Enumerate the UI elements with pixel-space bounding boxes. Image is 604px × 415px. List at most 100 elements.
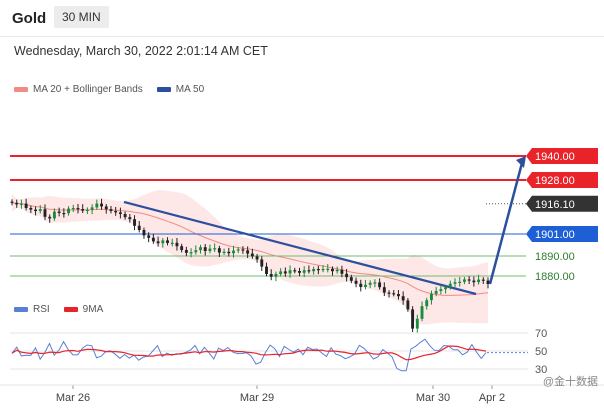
legend-swatch-ma20 [14, 87, 28, 92]
candle [85, 207, 89, 214]
candle-body [453, 282, 457, 284]
legend-item-9ma: 9MA [63, 304, 103, 315]
candle [227, 247, 231, 257]
candle [15, 199, 19, 208]
candle [142, 227, 146, 239]
candle [349, 274, 353, 284]
candle-body [331, 268, 334, 272]
candle [382, 282, 386, 296]
candle [137, 221, 141, 233]
candle-body [222, 251, 226, 253]
candle-body [354, 280, 358, 284]
level-label-1890.00: 1890.00 [535, 251, 575, 263]
candle [67, 206, 71, 216]
candle-body [123, 214, 127, 218]
candle [128, 214, 132, 223]
candle-body [434, 291, 438, 294]
candle [439, 284, 443, 295]
candle-body [429, 293, 433, 301]
candle [104, 204, 108, 214]
candle-body [203, 247, 207, 251]
rsi-tick-label: 70 [535, 328, 547, 340]
candle-body [95, 203, 99, 208]
candle-body [208, 248, 212, 251]
candle-body [71, 208, 75, 210]
candle [166, 237, 169, 246]
candle-body [109, 209, 113, 211]
candle-body [76, 208, 80, 210]
candle [477, 274, 481, 285]
candle-body [43, 209, 47, 217]
candle-body [199, 247, 202, 251]
candle-body [340, 269, 344, 274]
candle [222, 248, 226, 255]
candle-body [406, 300, 410, 310]
candle [57, 207, 61, 217]
candle [364, 280, 367, 290]
candle-body [425, 300, 429, 307]
top-bar: Gold 30 MIN [0, 0, 604, 37]
candle-body [255, 256, 259, 260]
candle-body [321, 269, 325, 271]
candle-body [133, 219, 136, 226]
candle-body [217, 248, 221, 253]
candle-body [118, 212, 122, 214]
candle-body [486, 280, 490, 284]
legend-label-ma20: MA 20 + Bollinger Bands [33, 84, 143, 95]
candle-body [298, 271, 301, 273]
legend-item-rsi: RSI [14, 304, 50, 315]
candle [462, 277, 466, 285]
candle-body [104, 206, 108, 210]
candle [255, 254, 259, 263]
candle [340, 265, 344, 278]
ma50-line [123, 200, 477, 296]
candle [123, 211, 127, 220]
candle-body [85, 209, 89, 211]
candle-body [349, 277, 353, 281]
candle-body [265, 266, 268, 274]
candle-body [477, 279, 481, 283]
x-tick-label: Mar 30 [416, 392, 450, 404]
candle-body [161, 240, 165, 244]
candle-body [420, 306, 424, 319]
candle [458, 277, 462, 287]
candle [90, 204, 94, 215]
candle-body [232, 250, 235, 254]
candle [335, 266, 339, 274]
candle [203, 244, 207, 256]
candle-body [283, 271, 287, 274]
candle [232, 245, 235, 258]
candle [283, 267, 287, 277]
candle-body [227, 251, 231, 254]
candle [265, 262, 268, 277]
candle [189, 248, 193, 258]
candle [425, 297, 429, 310]
candle-body [312, 269, 316, 272]
candle-body [448, 283, 452, 288]
symbol-title: Gold [12, 10, 47, 27]
candle [373, 279, 377, 288]
level-tag-bg [526, 148, 598, 164]
candle-body [359, 283, 363, 287]
x-tick-label: Apr 2 [479, 392, 505, 404]
candle [170, 238, 174, 247]
candle-body [279, 271, 283, 274]
legend-item-ma50: MA 50 [156, 84, 204, 95]
candle-body [382, 287, 386, 293]
candle [19, 199, 23, 209]
candle [10, 199, 14, 206]
candle-body [439, 289, 443, 291]
candle-body [387, 292, 391, 294]
candle-body [458, 281, 462, 283]
timeframe-tab[interactable]: 30 MIN [54, 6, 109, 28]
legend-swatch-rsi [14, 307, 28, 312]
candle [415, 314, 419, 333]
candle-body [137, 225, 141, 230]
level-label-1880.00: 1880.00 [535, 271, 575, 283]
candle [397, 290, 400, 300]
candle-body [170, 242, 174, 244]
candle [213, 243, 217, 252]
candle-body [81, 209, 85, 211]
level-label: 1928.00 [535, 175, 575, 187]
candle-body [274, 274, 278, 277]
